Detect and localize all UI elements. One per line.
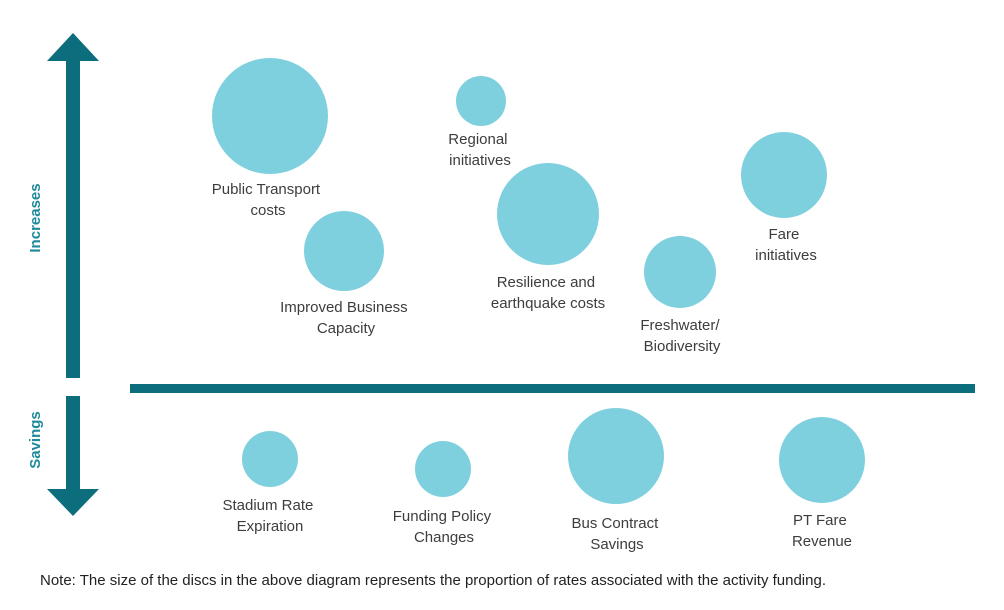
disc-fare-initiatives: Fare initiatives <box>741 132 827 264</box>
disc-resilience-earthquake: Resilience and earthquake costs <box>491 163 605 312</box>
disc-stadium-rate-expiration: Stadium Rate Expiration <box>222 431 317 535</box>
disc-freshwater-biodiversity: Freshwater/ Biodiversity <box>640 236 723 355</box>
axis-label-savings: Savings <box>27 411 44 469</box>
disc-label: PT Fare Revenue <box>792 512 852 550</box>
disc-circle <box>568 408 664 504</box>
disc-pt-fare-revenue: PT Fare Revenue <box>779 417 865 550</box>
disc-label: Regional initiatives <box>448 131 511 169</box>
disc-circle <box>242 431 298 487</box>
disc-circle <box>644 236 716 308</box>
disc-circle <box>304 211 384 291</box>
disc-label: Fare initiatives <box>755 226 817 264</box>
disc-funding-policy-changes: Funding Policy Changes <box>393 441 496 546</box>
disc-circle <box>741 132 827 218</box>
disc-public-transport: Public Transport costs <box>212 58 328 219</box>
disc-circle <box>415 441 471 497</box>
disc-label: Bus Contract Savings <box>572 515 663 553</box>
disc-bus-contract-savings: Bus Contract Savings <box>568 408 664 553</box>
disc-circle <box>497 163 599 265</box>
disc-label: Stadium Rate Expiration <box>222 497 317 535</box>
disc-label: Resilience and earthquake costs <box>491 274 605 312</box>
disc-regional-initiatives: Regional initiatives <box>448 76 511 169</box>
axis-label-increases: Increases <box>27 183 44 252</box>
disc-label: Public Transport costs <box>212 181 325 219</box>
disc-label: Funding Policy Changes <box>393 508 496 546</box>
disc-label: Improved Business Capacity <box>280 299 412 337</box>
disc-circle <box>779 417 865 503</box>
horizontal-divider <box>130 384 975 393</box>
disc-circle <box>456 76 506 126</box>
up-arrow-icon <box>47 33 99 378</box>
disc-circle <box>212 58 328 174</box>
down-arrow-icon <box>47 396 99 516</box>
disc-improved-business-capacity: Improved Business Capacity <box>280 211 412 337</box>
footnote: Note: The size of the discs in the above… <box>40 572 826 589</box>
disc-label: Freshwater/ Biodiversity <box>640 317 723 355</box>
